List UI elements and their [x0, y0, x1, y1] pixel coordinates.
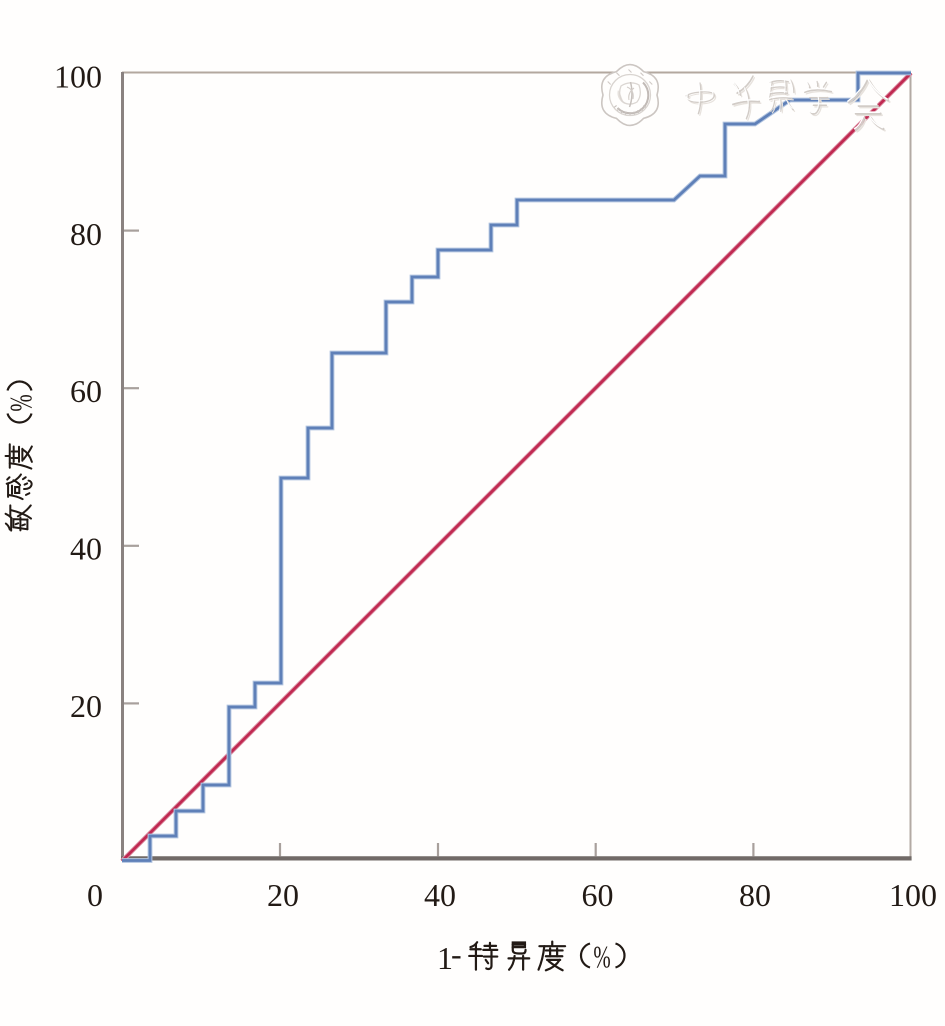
svg-text:1: 1	[437, 940, 453, 976]
svg-text:20: 20	[267, 877, 299, 913]
svg-text:%: %	[3, 394, 39, 411]
svg-text:40: 40	[70, 531, 102, 567]
svg-text:-: -	[451, 936, 462, 972]
svg-text:20: 20	[70, 688, 102, 724]
svg-text:60: 60	[582, 877, 614, 913]
svg-text:0: 0	[87, 877, 103, 913]
svg-text:100: 100	[889, 877, 937, 913]
svg-text:%: %	[593, 939, 610, 975]
svg-text:60: 60	[70, 373, 102, 409]
svg-text:40: 40	[424, 877, 456, 913]
svg-text:80: 80	[70, 216, 102, 252]
svg-text:80: 80	[739, 877, 771, 913]
svg-text:100: 100	[54, 59, 102, 95]
